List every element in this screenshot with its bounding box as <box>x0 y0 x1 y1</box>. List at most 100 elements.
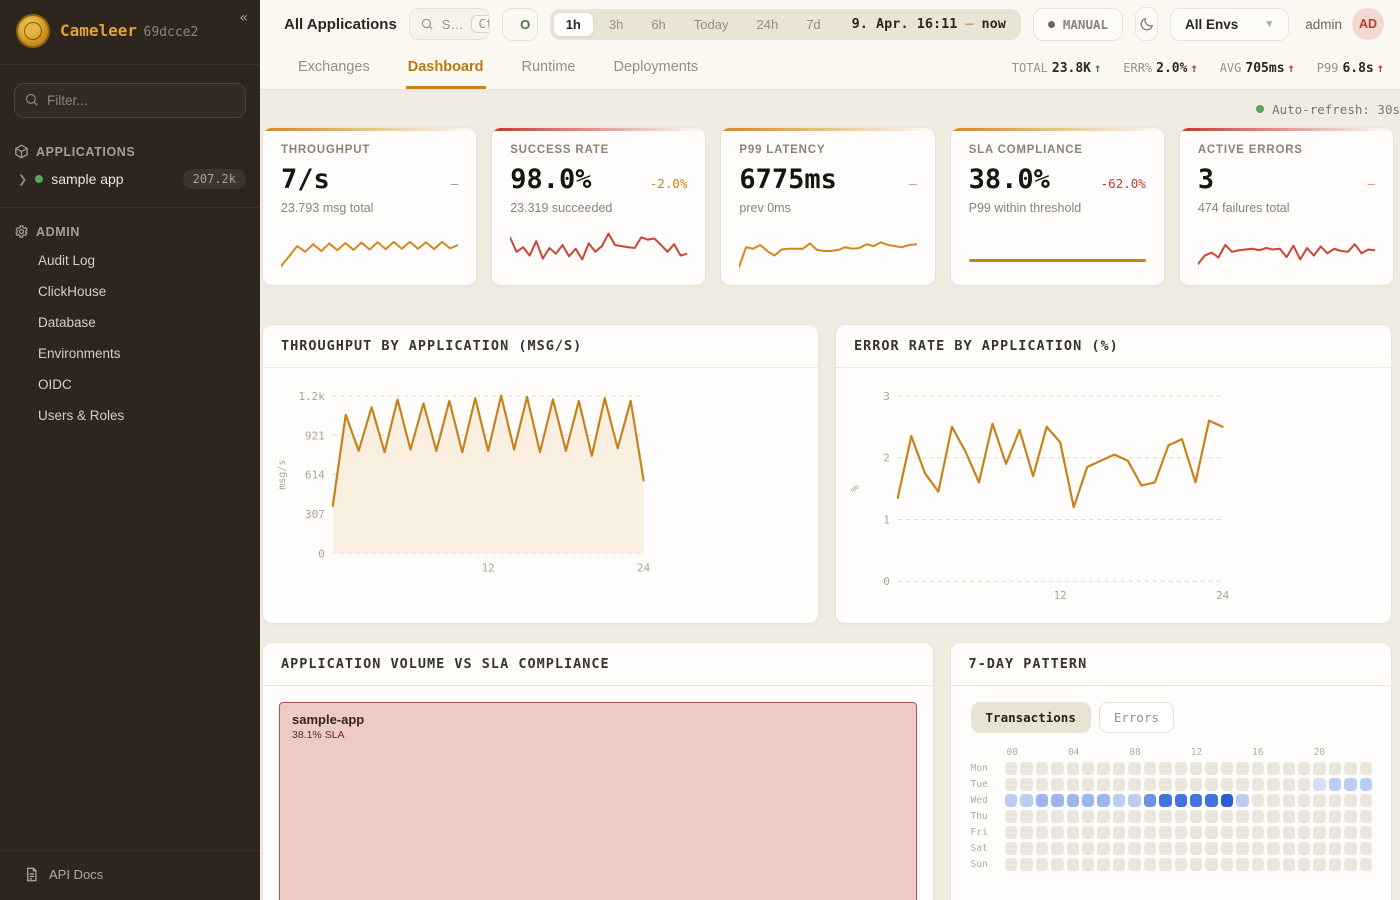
sidebar-item-oidc[interactable]: OIDC <box>38 377 72 392</box>
bottom-row: APPLICATION VOLUME VS SLA COMPLIANCE sam… <box>262 642 1400 900</box>
heatmap-cell <box>1236 810 1249 824</box>
heatmap-cell <box>1097 794 1110 808</box>
date-from: 9. Apr. 16:11 <box>851 16 958 32</box>
sidebar-item-environments[interactable]: Environments <box>38 346 121 361</box>
heatmap-cell <box>1313 858 1326 872</box>
heatmap-row-fri: Fri <box>971 826 1375 840</box>
heatmap-cell <box>1128 810 1141 824</box>
heatmap-row-sun: Sun <box>971 858 1375 872</box>
heatmap-cell <box>1020 842 1033 856</box>
heatmap-cell <box>1174 826 1187 840</box>
kpi-value: 6775ms <box>739 164 837 195</box>
heatmap-cell <box>1328 794 1342 808</box>
date-range[interactable]: 9. Apr. 16:11– now <box>836 12 1018 36</box>
heatmap-cell <box>1267 826 1280 840</box>
heatmap-cell <box>1251 842 1265 856</box>
kpi-delta: – <box>909 176 917 191</box>
heatmap-cell <box>1267 762 1280 776</box>
heatmap-cell <box>1128 842 1141 856</box>
sidebar-brand: Cameleer 69dcce2 « <box>0 0 260 65</box>
heatmap-day-label: Wed <box>970 795 988 807</box>
env-select[interactable]: All Envs ▼ <box>1170 7 1290 41</box>
dark-mode-toggle[interactable] <box>1135 7 1159 41</box>
search-button[interactable]: S… Ctrl+K <box>408 8 491 40</box>
heatmap-cell <box>1328 842 1342 856</box>
sidebar-item-database[interactable]: Database <box>38 315 96 330</box>
chevron-right-icon[interactable]: ❯ <box>18 173 28 186</box>
heatmap-cell <box>1097 858 1110 872</box>
tab-dashboard[interactable]: Dashboard <box>405 48 486 89</box>
heatmap-cell <box>1251 826 1265 840</box>
filter-input[interactable] <box>14 83 246 118</box>
heatmap-cell <box>1020 794 1033 808</box>
dashboard-content: Auto-refresh: 30s THROUGHPUT 7/s – 23.793 m… <box>260 90 1400 900</box>
sidebar-item-api-docs[interactable]: API Docs <box>0 850 260 900</box>
heatmap-cell <box>1097 842 1110 856</box>
tab-runtime[interactable]: Runtime <box>521 59 576 75</box>
heatmap-day-label: Tue <box>970 779 988 791</box>
stat-total: TOTAL 23.8K ↑ <box>1011 61 1102 76</box>
cameleer-logo-icon <box>16 14 50 48</box>
heatmap-cell <box>1328 778 1342 792</box>
heatmap-cell <box>1004 794 1018 808</box>
heatmap-hour-label: 08 <box>1129 747 1141 759</box>
sidebar-item-sample-app[interactable]: ❯ sample app 207.2k <box>0 159 260 199</box>
kpi-subtitle: prev 0ms <box>739 201 791 215</box>
time-range-7d[interactable]: 7d <box>806 16 821 32</box>
time-range-today[interactable]: Today <box>693 16 729 32</box>
time-range-6h[interactable]: 6h <box>651 16 666 32</box>
heatmap-hour-label: 04 <box>1067 747 1080 759</box>
heatmap-cell <box>1051 794 1064 808</box>
manual-button[interactable]: MANUAL <box>1032 7 1124 41</box>
sidebar-collapse-icon[interactable]: « <box>239 10 248 26</box>
kpi-sparkline <box>281 225 458 271</box>
treemap-item-sample-app[interactable]: sample-app 38.1% SLA <box>279 702 917 900</box>
heatmap-cell <box>1128 858 1141 872</box>
heatmap-cell <box>1251 778 1265 792</box>
heatmap-cell <box>1344 858 1357 872</box>
avatar[interactable]: AD <box>1352 8 1384 40</box>
chevron-down-icon: ▼ <box>1264 18 1275 30</box>
toggle-transactions[interactable]: Transactions <box>970 702 1091 734</box>
pattern-title: 7-DAY PATTERN <box>950 643 1391 687</box>
heatmap-cell <box>1344 810 1357 824</box>
sidebar-item-clickhouse[interactable]: ClickHouse <box>38 284 107 299</box>
stat-avg: AVG 705ms ↑ <box>1219 61 1295 76</box>
heatmap-cell <box>1251 762 1265 776</box>
admin-links: Audit Log ClickHouse Database Environments O… <box>0 245 260 431</box>
heatmap-cell <box>1282 858 1295 872</box>
heatmap-cell <box>1313 762 1326 776</box>
treemap-sla-value: 38.1% SLA <box>292 729 345 742</box>
heatmap-cell <box>1143 858 1157 872</box>
search-icon <box>25 93 38 106</box>
heatmap-cell <box>1159 842 1172 856</box>
applications-header: APPLICATIONS <box>0 144 260 159</box>
kpi-title: SLA COMPLIANCE <box>968 144 1083 156</box>
sidebar-item-users-roles[interactable]: Users & Roles <box>38 408 125 423</box>
heatmap-cell <box>1189 762 1203 776</box>
heatmap-cell <box>1220 826 1234 840</box>
heatmap-cell <box>1143 810 1157 824</box>
kpi-sparkline <box>739 225 916 271</box>
toggle-errors[interactable]: Errors <box>1098 702 1174 734</box>
time-range-24h[interactable]: 24h <box>756 16 779 32</box>
kpi-delta: -62.0% <box>1100 176 1146 191</box>
heatmap-cell <box>1359 842 1373 856</box>
kpi-sparkline <box>1198 225 1375 271</box>
document-icon <box>27 867 37 882</box>
kpi-row: THROUGHPUT 7/s – 23.793 msg total SUCCESS RA… <box>262 127 1400 286</box>
online-status-button[interactable]: O <box>502 7 538 41</box>
cube-icon <box>15 144 28 159</box>
refresh-dot <box>1256 105 1265 113</box>
heatmap-cell <box>1112 762 1126 776</box>
sidebar-item-audit-log[interactable]: Audit Log <box>38 253 96 268</box>
time-range-1h[interactable]: 1h <box>552 11 594 37</box>
svg-text:24: 24 <box>637 561 651 574</box>
time-range-3h[interactable]: 3h <box>608 16 624 32</box>
heatmap-cell <box>1205 842 1218 856</box>
heatmap-cell <box>1174 762 1187 776</box>
tab-deployments[interactable]: Deployments <box>613 59 699 75</box>
svg-text:%: % <box>850 486 861 492</box>
heatmap-cell <box>1282 794 1295 808</box>
tab-exchanges[interactable]: Exchanges <box>298 59 370 75</box>
